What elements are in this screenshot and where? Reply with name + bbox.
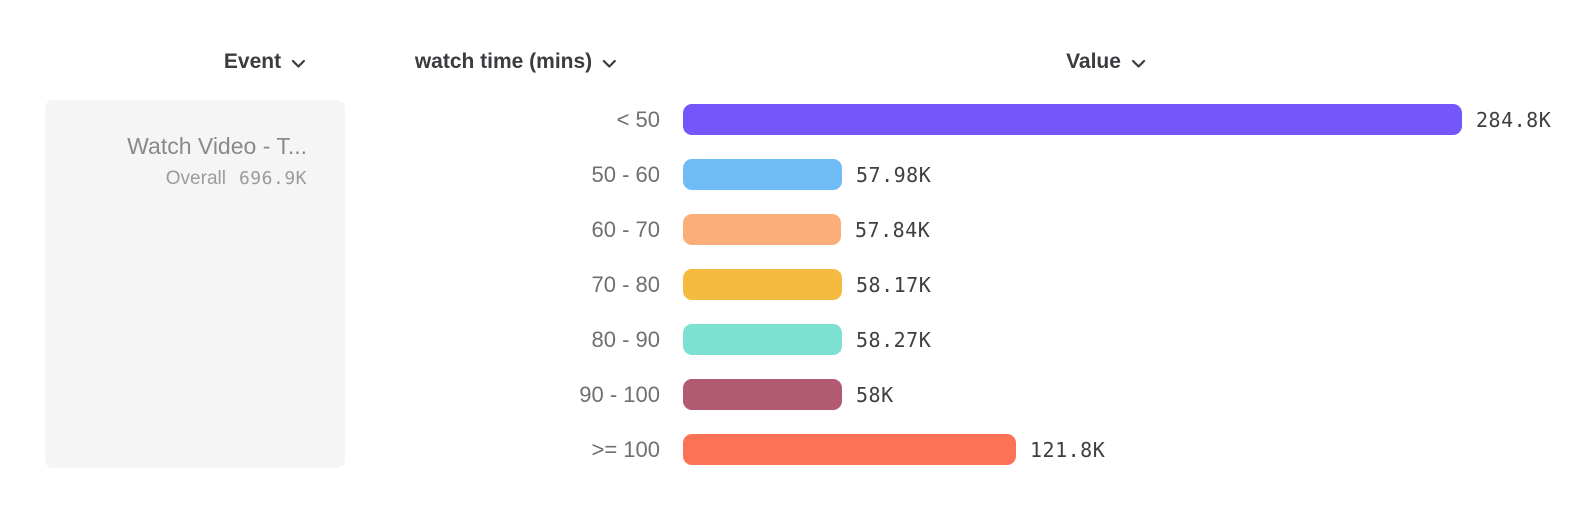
bucket-label: 50 - 60 <box>591 161 661 187</box>
bar-chart-row: 70 - 80 58.17K <box>0 257 1592 312</box>
overall-label: Overall <box>165 168 226 189</box>
chevron-down-icon <box>291 59 306 69</box>
bar-value: 121.8K <box>1030 437 1106 462</box>
event-summary-card: Watch Video - T... Overall 696.9K <box>45 100 345 468</box>
bucket-label: >= 100 <box>591 436 660 462</box>
bar[interactable] <box>683 104 1462 135</box>
bar-chart-row: 80 - 90 58.27K <box>0 312 1592 367</box>
bucket-label: 90 - 100 <box>579 381 660 407</box>
bar[interactable] <box>683 269 842 300</box>
bar-value: 284.8K <box>1476 107 1552 132</box>
breakdown-column-dropdown[interactable]: watch time (mins) <box>415 50 617 74</box>
value-column-dropdown[interactable]: Value <box>1066 50 1146 74</box>
chevron-down-icon <box>1131 59 1146 69</box>
bar-chart-row: 90 - 100 58K <box>0 367 1592 422</box>
bar-value: 57.84K <box>855 217 931 242</box>
bar-chart-row: >= 100 121.8K <box>0 422 1592 477</box>
bar-value: 58K <box>856 382 894 407</box>
bar-value: 58.27K <box>856 327 932 352</box>
breakdown-column-label: watch time (mins) <box>414 50 593 73</box>
chevron-down-icon <box>602 59 617 69</box>
bar-value: 58.17K <box>856 272 932 297</box>
bucket-label: 80 - 90 <box>591 326 661 352</box>
bar-value: 57.98K <box>856 162 932 187</box>
overall-value: 696.9K <box>238 168 307 189</box>
event-column-label: Event <box>223 50 282 73</box>
value-column-label: Value <box>1066 50 1121 73</box>
bar-chart-row: 50 - 60 57.98K <box>0 147 1592 202</box>
event-name: Watch Video - T... <box>127 133 307 159</box>
bucket-label: < 50 <box>616 106 660 132</box>
event-column-dropdown[interactable]: Event <box>224 50 306 74</box>
bar[interactable] <box>683 434 1016 465</box>
bar[interactable] <box>683 159 842 190</box>
bar[interactable] <box>683 214 841 245</box>
bar-chart-row: 60 - 70 57.84K <box>0 202 1592 257</box>
bar-chart: < 50 284.8K 50 - 60 57.98K 60 - 70 57.84… <box>0 92 1592 477</box>
bar-chart-row: < 50 284.8K <box>0 92 1592 147</box>
bar[interactable] <box>683 324 842 355</box>
bucket-label: 60 - 70 <box>591 216 661 242</box>
bucket-label: 70 - 80 <box>591 271 661 297</box>
event-overall-row: Overall 696.9K <box>55 168 307 190</box>
bar[interactable] <box>683 379 842 410</box>
